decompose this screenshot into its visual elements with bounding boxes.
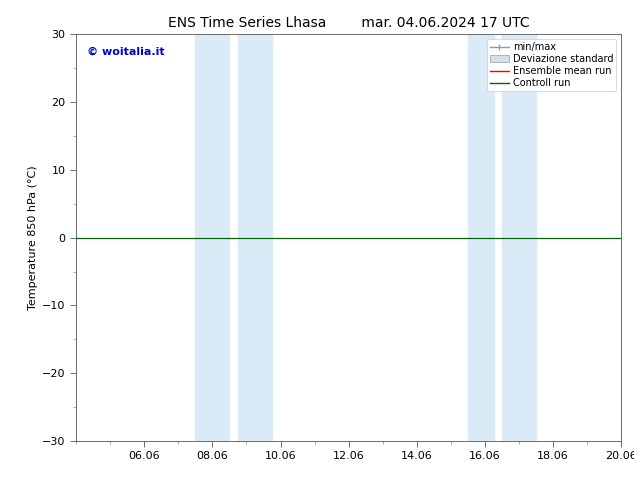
Legend: min/max, Deviazione standard, Ensemble mean run, Controll run: min/max, Deviazione standard, Ensemble m… [487,39,616,91]
Y-axis label: Temperature 850 hPa (°C): Temperature 850 hPa (°C) [28,165,38,310]
Bar [238,34,272,441]
Bar [502,34,536,441]
Bar [468,34,493,441]
Bar [195,34,230,441]
Text: © woitalia.it: © woitalia.it [87,47,165,56]
Title: ENS Time Series Lhasa        mar. 04.06.2024 17 UTC: ENS Time Series Lhasa mar. 04.06.2024 17… [168,16,529,30]
